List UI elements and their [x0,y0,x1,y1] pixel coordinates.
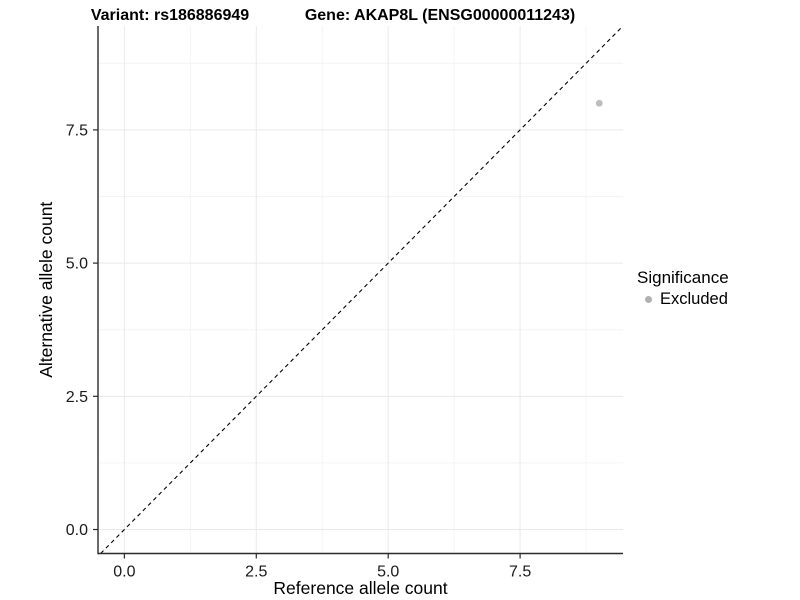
y-axis-title: Alternative allele count [36,202,56,378]
x-tick-label: 7.5 [509,564,531,581]
gene-title: Gene: AKAP8L (ENSG00000011243) [304,7,576,24]
identity-line [100,25,624,554]
legend-entry-excluded: Excluded [637,290,729,309]
legend: Significance Excluded [637,268,729,309]
data-point [595,99,603,107]
y-tick-label: 2.5 [66,389,88,406]
x-axis-title: Reference allele count [273,578,447,598]
y-tick-label: 7.5 [66,122,88,139]
x-tick-label: 0.0 [113,564,135,581]
legend-title: Significance [637,268,729,287]
legend-entry-label: Excluded [660,290,728,308]
legend-key [640,291,657,308]
legend-dot-icon [645,296,652,303]
variant-title: Variant: rs186886949 [90,7,250,24]
y-tick-label: 5.0 [66,256,88,273]
x-tick-label: 5.0 [377,564,399,581]
x-tick-label: 2.5 [245,564,267,581]
y-tick-label: 0.0 [66,522,88,539]
